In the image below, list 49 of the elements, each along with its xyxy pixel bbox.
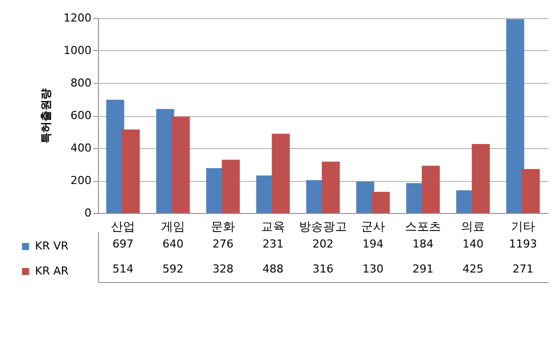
bar (322, 162, 340, 213)
x-tick-label: 방송광고 (299, 220, 347, 234)
bar (172, 116, 190, 213)
x-tick-label: 스포츠 (405, 220, 441, 234)
data-label: 328 (212, 262, 234, 276)
data-label: 271 (512, 262, 534, 276)
y-tick-label: 1200 (64, 12, 92, 24)
data-label: 194 (362, 238, 384, 250)
data-label: 1193 (509, 238, 537, 250)
y-axis-title: 특허출원량 (40, 88, 53, 144)
y-tick-label: 1000 (64, 44, 92, 57)
x-tick-label: 군사 (361, 220, 385, 234)
bar (272, 134, 290, 213)
data-label: 130 (362, 262, 384, 276)
x-tick-label: 산업 (111, 220, 135, 234)
data-label: 184 (412, 238, 434, 250)
bar (222, 160, 240, 213)
bar (506, 19, 524, 213)
bar (422, 166, 440, 213)
x-tick-label: 기타 (511, 220, 535, 234)
y-tick-label: 0 (84, 206, 92, 220)
y-tick-label: 600 (70, 109, 92, 122)
bar (472, 144, 490, 213)
y-tick-label: 800 (70, 76, 92, 90)
x-tick-label: 교육 (261, 220, 285, 234)
bar (522, 168, 540, 213)
bar (106, 100, 124, 213)
data-label: 231 (262, 238, 284, 250)
y-tick-label: 200 (70, 174, 92, 187)
data-label: 514 (112, 262, 134, 276)
data-label: 592 (162, 262, 184, 276)
data-label: 316 (312, 262, 334, 276)
legend-label: KR VR (35, 240, 69, 252)
x-tick-label: 게임 (161, 220, 185, 234)
data-label: 276 (212, 238, 234, 250)
data-label: 488 (262, 262, 284, 276)
x-tick-label: 문화 (211, 220, 235, 234)
data-label: 697 (112, 238, 134, 250)
data-label: 640 (162, 238, 184, 250)
data-label: 291 (412, 262, 434, 276)
data-label: 202 (312, 238, 334, 250)
data-label: 425 (462, 262, 484, 276)
bar (122, 129, 140, 213)
data-label: 140 (462, 238, 484, 250)
y-tick-label: 400 (70, 142, 92, 154)
x-tick-label: 의료 (461, 220, 485, 234)
bar (356, 181, 374, 213)
legend-label: KR AR (35, 264, 69, 278)
bar (372, 192, 390, 213)
